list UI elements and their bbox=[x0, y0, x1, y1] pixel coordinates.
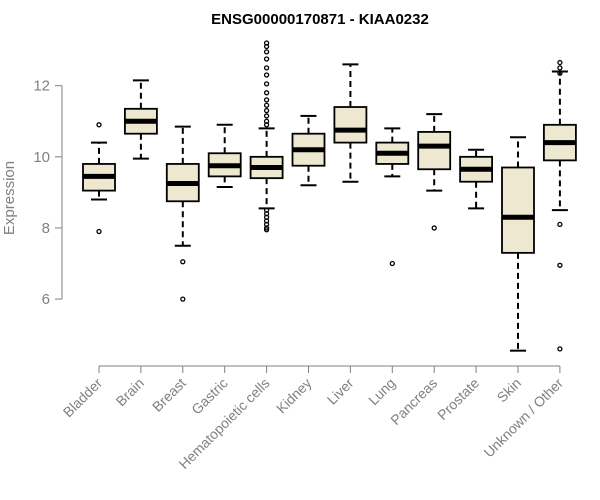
outlier-point bbox=[557, 346, 563, 352]
box-group bbox=[165, 125, 200, 302]
outlier-point bbox=[263, 81, 270, 87]
outlier-point bbox=[263, 122, 270, 128]
box-group bbox=[543, 59, 577, 352]
box bbox=[333, 106, 368, 144]
outlier-point bbox=[431, 225, 437, 231]
box-group bbox=[459, 148, 494, 210]
x-tick-label: Pancreas bbox=[387, 375, 440, 428]
box bbox=[501, 166, 535, 254]
x-tick-label: Breast bbox=[149, 375, 189, 415]
outlier-point bbox=[263, 113, 270, 119]
outlier-point bbox=[557, 65, 563, 71]
box-group bbox=[291, 114, 326, 187]
outlier-point bbox=[557, 221, 563, 228]
x-tick-label: Prostate bbox=[434, 375, 482, 423]
box-group bbox=[124, 79, 158, 160]
y-tick-label: 12 bbox=[33, 78, 50, 95]
outlier-point bbox=[263, 227, 270, 233]
boxes bbox=[82, 40, 577, 352]
outlier-point bbox=[263, 56, 270, 62]
outlier-point bbox=[557, 70, 563, 76]
y-tick-label: 10 bbox=[33, 149, 50, 166]
outlier-point bbox=[263, 97, 270, 103]
outlier-point bbox=[263, 107, 270, 114]
box-group bbox=[207, 123, 242, 189]
outlier-point bbox=[263, 65, 270, 71]
y-tick-label: 6 bbox=[42, 291, 50, 308]
outlier-point bbox=[557, 262, 563, 268]
outlier-point bbox=[180, 296, 186, 302]
x-tick-label: Bladder bbox=[60, 375, 106, 421]
box bbox=[417, 131, 452, 171]
y-axis-label: Expression bbox=[1, 161, 18, 235]
chart-title: ENSG00000170871 - KIAA0232 bbox=[211, 11, 429, 28]
x-tick-label: Brain bbox=[113, 375, 147, 409]
outlier-point bbox=[180, 259, 186, 265]
x-tick-label: Liver bbox=[324, 375, 357, 408]
outlier-point bbox=[557, 59, 563, 66]
box-group bbox=[82, 122, 116, 235]
y-tick-label: 8 bbox=[42, 220, 50, 237]
box-group bbox=[417, 113, 452, 231]
x-tick-label: Lung bbox=[365, 375, 398, 408]
outlier-point bbox=[263, 90, 270, 96]
box-group bbox=[249, 40, 284, 233]
outlier-point bbox=[263, 102, 270, 108]
box-group bbox=[501, 136, 535, 352]
outlier-point bbox=[96, 122, 102, 128]
outlier-point bbox=[389, 260, 395, 267]
outlier-point bbox=[263, 72, 270, 78]
x-tick-label: Skin bbox=[494, 375, 525, 406]
x-tick-label: Kidney bbox=[273, 375, 315, 417]
box-group bbox=[333, 63, 368, 183]
outlier-point bbox=[96, 228, 102, 235]
outlier-point bbox=[263, 43, 270, 50]
outlier-point bbox=[263, 49, 270, 55]
box-group bbox=[375, 127, 410, 267]
x-tick-label: Unknown / Other bbox=[480, 375, 566, 461]
outlier-point bbox=[263, 225, 270, 231]
